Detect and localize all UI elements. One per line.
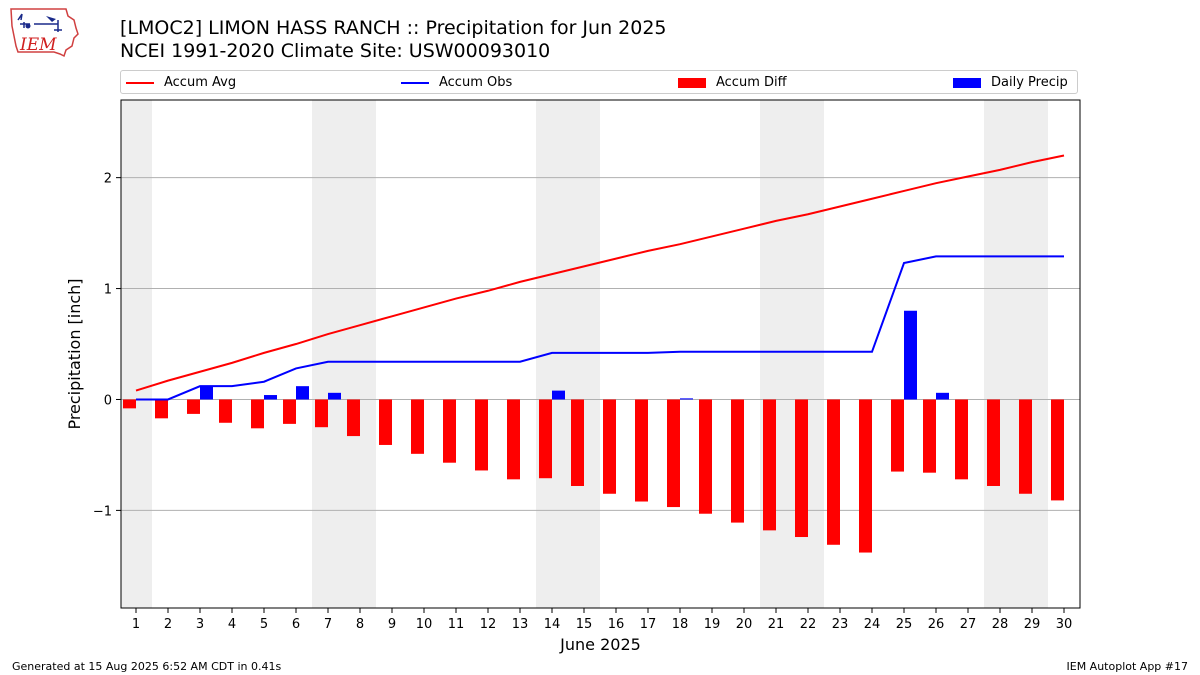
x-tick-label: 14 — [544, 617, 561, 632]
daily-precip-bar — [680, 398, 693, 400]
diff-bar — [315, 399, 328, 428]
legend-label-accum-avg: Accum Avg — [164, 75, 237, 90]
x-tick-label: 15 — [576, 617, 593, 632]
x-axis-label: June 2025 — [559, 635, 641, 654]
daily-precip-bar — [296, 386, 309, 400]
diff-bar — [827, 399, 840, 545]
x-tick-label: 17 — [640, 617, 657, 632]
daily-precip-bar — [264, 395, 277, 400]
x-tick-label: 9 — [388, 617, 396, 632]
diff-bar — [187, 399, 200, 414]
footer-generated: Generated at 15 Aug 2025 6:52 AM CDT in … — [12, 660, 282, 673]
x-tick-label: 29 — [1024, 617, 1041, 632]
x-tick-label: 13 — [512, 617, 529, 632]
diff-bar — [539, 399, 552, 479]
diff-bar — [475, 399, 488, 471]
weekend-shade — [121, 100, 152, 608]
logo-text: IEM — [19, 35, 57, 55]
legend-label-accum-diff: Accum Diff — [716, 75, 787, 90]
y-tick-label: 0 — [104, 393, 112, 408]
legend-swatch-accum-obs — [401, 74, 429, 92]
diff-bar — [891, 399, 904, 472]
diff-bar — [155, 399, 168, 419]
x-tick-label: 11 — [448, 617, 465, 632]
diff-bar — [1019, 399, 1032, 494]
diff-bar — [667, 399, 680, 508]
legend-label-daily-precip: Daily Precip — [991, 75, 1068, 90]
y-tick-label: 2 — [104, 172, 112, 187]
legend-label-accum-obs: Accum Obs — [439, 75, 513, 90]
footer-app-id: IEM Autoplot App #17 — [1066, 660, 1189, 673]
x-tick-label: 6 — [292, 617, 300, 632]
daily-precip-bar — [552, 390, 565, 400]
x-tick-label: 3 — [196, 617, 204, 632]
diff-bar — [1051, 399, 1064, 501]
x-tick-label: 2 — [164, 617, 172, 632]
x-tick-label: 19 — [704, 617, 721, 632]
weekend-shade — [760, 100, 824, 608]
diff-bar — [347, 399, 360, 437]
weekend-shade — [984, 100, 1048, 608]
diff-bar — [699, 399, 712, 514]
diff-bar — [507, 399, 520, 480]
diff-bar — [955, 399, 968, 480]
x-tick-label: 21 — [768, 617, 785, 632]
diff-bar — [923, 399, 936, 473]
x-tick-label: 12 — [480, 617, 497, 632]
diff-bar — [219, 399, 232, 423]
x-tick-label: 20 — [736, 617, 753, 632]
y-tick-label: 1 — [104, 283, 112, 298]
y-tick-label: −1 — [93, 504, 112, 519]
diff-bar — [123, 399, 136, 409]
daily-precip-bar — [904, 310, 917, 400]
x-tick-label: 4 — [228, 617, 236, 632]
diff-bar — [987, 399, 1000, 486]
legend-swatch-accum-avg — [126, 74, 154, 92]
x-tick-label: 24 — [864, 617, 881, 632]
iem-logo: IEM — [8, 6, 80, 58]
diff-bar — [251, 399, 264, 429]
x-tick-label: 16 — [608, 617, 625, 632]
accum-avg-line — [135, 154, 1065, 392]
daily-precip-bar — [936, 392, 949, 400]
x-tick-label: 5 — [260, 617, 268, 632]
accum-obs-line — [136, 255, 1064, 401]
x-tick-label: 27 — [960, 617, 977, 632]
x-tick-label: 22 — [800, 617, 817, 632]
daily-precip-bar — [328, 392, 341, 400]
x-tick-label: 25 — [896, 617, 913, 632]
diff-bar — [411, 399, 424, 454]
y-axis-label: Precipitation [inch] — [65, 278, 84, 429]
x-tick-label: 30 — [1056, 617, 1073, 632]
diff-bar — [859, 399, 872, 553]
x-tick-label: 18 — [672, 617, 689, 632]
weekend-shade — [312, 100, 376, 608]
x-tick-label: 26 — [928, 617, 945, 632]
diff-bar — [731, 399, 744, 523]
x-tick-label: 1 — [132, 617, 140, 632]
x-tick-label: 10 — [416, 617, 433, 632]
legend-swatch-daily-precip — [953, 74, 981, 92]
diff-bar — [443, 399, 456, 463]
x-tick-label: 23 — [832, 617, 849, 632]
diff-bar — [283, 399, 296, 424]
legend-swatch-accum-diff — [678, 74, 706, 92]
daily-precip-bar — [200, 386, 213, 400]
x-tick-label: 8 — [356, 617, 364, 632]
chart-legend: Accum Avg Accum Obs Accum Diff Daily Pre… — [120, 70, 1078, 94]
x-tick-label: 7 — [324, 617, 332, 632]
plot-frame — [120, 99, 1081, 609]
diff-bar — [571, 399, 584, 486]
diff-bar — [603, 399, 616, 494]
diff-bar — [763, 399, 776, 531]
diff-bar — [635, 399, 648, 502]
chart-subtitle: NCEI 1991-2020 Climate Site: USW00093010 — [120, 40, 551, 62]
diff-bar — [379, 399, 392, 445]
chart-title: [LMOC2] LIMON HASS RANCH :: Precipitatio… — [120, 17, 667, 39]
x-tick-label: 28 — [992, 617, 1009, 632]
diff-bar — [795, 399, 808, 538]
